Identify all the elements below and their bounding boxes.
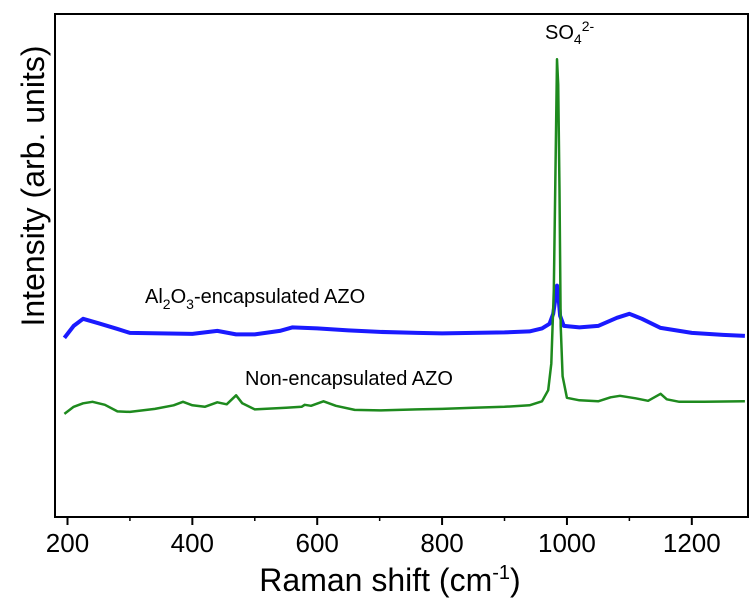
label-sub-2: 2: [163, 296, 171, 312]
label-rest: -encapsulated AZO: [194, 286, 365, 308]
x-tick-label: 600: [296, 528, 339, 558]
x-ticks: 200 400 600 800 1000 1200: [46, 517, 721, 558]
peak-label-text: SO: [545, 22, 574, 44]
label-o: O: [171, 286, 187, 308]
series-label-encapsulated: Al2O3-encapsulated AZO: [145, 286, 365, 312]
x-axis-title-main: Raman shift (cm: [259, 562, 492, 598]
label-sub-3: 3: [186, 296, 194, 312]
series-line-encapsulated: [62, 283, 745, 340]
peak-label: SO42-: [545, 18, 594, 47]
x-tick-label: 200: [46, 528, 89, 558]
plot-lines: [62, 58, 745, 415]
x-axis-title-sup: -1: [492, 562, 510, 584]
label-al: Al: [145, 286, 163, 308]
x-tick-label: 1000: [538, 528, 596, 558]
plot-frame: [54, 13, 749, 518]
x-tick-label: 1200: [663, 528, 721, 558]
y-axis-title: Intensity (arb. units): [15, 46, 51, 327]
x-tick-label: 400: [171, 528, 214, 558]
peak-label-sup: 2-: [582, 18, 595, 34]
x-axis-title: Raman shift (cm-1): [259, 562, 520, 598]
series-line-non-encapsulated: [63, 58, 745, 415]
x-tick-label: 800: [420, 528, 463, 558]
x-axis-title-close: ): [510, 562, 521, 598]
peak-label-sub: 4: [574, 31, 582, 47]
series-label-non-encapsulated: Non-encapsulated AZO: [245, 368, 453, 390]
